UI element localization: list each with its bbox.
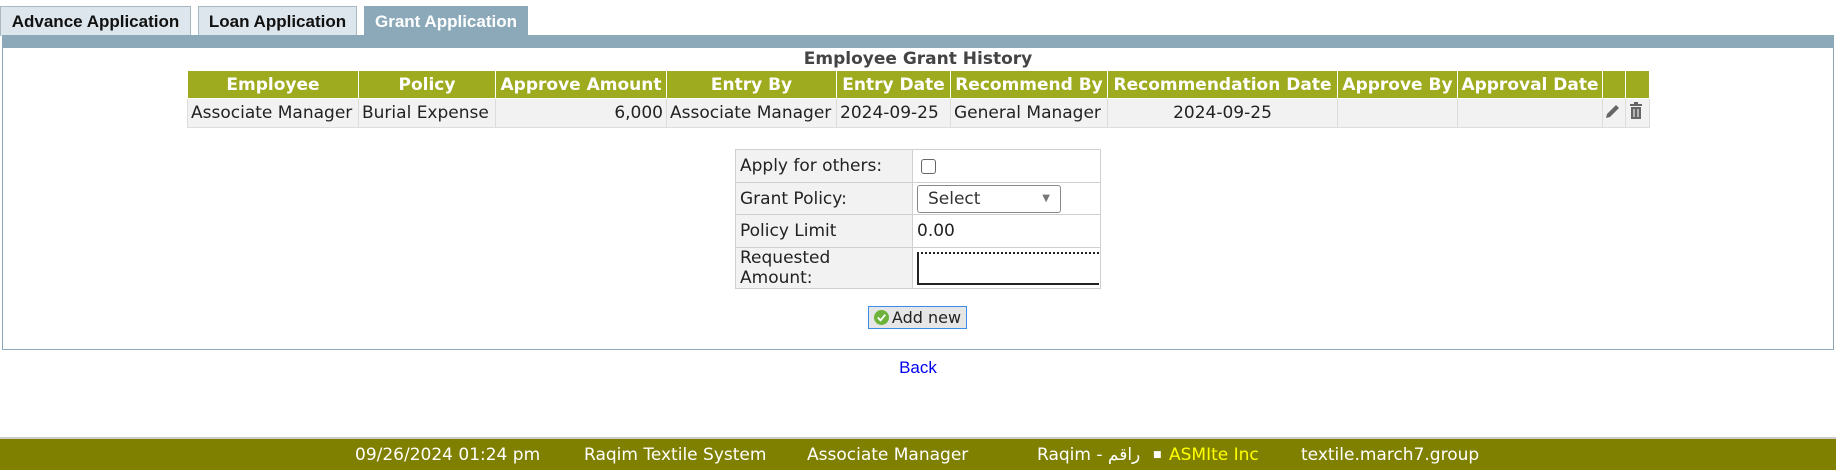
table-header: Employee Policy Approve Amount Entry By … bbox=[187, 70, 1650, 99]
footer-domain: textile.march7.group bbox=[1301, 445, 1480, 465]
cell-approve-amount: 6,000 bbox=[495, 98, 667, 128]
cell-approval-date bbox=[1457, 98, 1603, 128]
col-employee: Employee bbox=[187, 70, 359, 99]
footer: 09/26/2024 01:24 pm Raqim Textile System… bbox=[0, 437, 1836, 470]
tab-advance-application[interactable]: Advance Application bbox=[0, 6, 191, 36]
cell-entry-by: Associate Manager bbox=[666, 98, 837, 128]
add-new-button[interactable]: Add new bbox=[868, 306, 967, 329]
col-approve-by: Approve By bbox=[1337, 70, 1458, 99]
policy-limit-label: Policy Limit bbox=[735, 214, 913, 248]
grant-history-table: Employee Policy Approve Amount Entry By … bbox=[187, 70, 1650, 128]
col-edit bbox=[1602, 70, 1626, 99]
cell-employee: Associate Manager bbox=[187, 98, 359, 128]
footer-company-link[interactable]: ASMIte Inc bbox=[1169, 445, 1259, 465]
apply-others-checkbox[interactable] bbox=[921, 158, 936, 174]
col-recommendation-date: Recommendation Date bbox=[1107, 70, 1338, 99]
grant-form: Apply for others: Grant Policy: Select ▼ P… bbox=[735, 149, 1101, 289]
apply-others-label: Apply for others: bbox=[735, 149, 913, 183]
requested-amount-label: Requested Amount: bbox=[735, 247, 913, 289]
cell-entry-date: 2024-09-25 bbox=[836, 98, 951, 128]
col-policy: Policy bbox=[358, 70, 496, 99]
history-title: Employee Grant History bbox=[803, 49, 1033, 69]
cell-recommend-by: General Manager bbox=[950, 98, 1108, 128]
grant-policy-select[interactable]: Select ▼ bbox=[917, 184, 1061, 213]
col-approval-date: Approval Date bbox=[1457, 70, 1603, 99]
table-row: Associate Manager Burial Expense 6,000 A… bbox=[187, 98, 1650, 128]
trash-icon bbox=[1630, 101, 1642, 119]
tab-grant-application[interactable]: Grant Application bbox=[364, 6, 528, 36]
tab-panel bbox=[2, 35, 1834, 350]
back-link[interactable]: Back bbox=[899, 358, 937, 377]
col-entry-by: Entry By bbox=[666, 70, 837, 99]
cell-policy: Burial Expense bbox=[358, 98, 496, 128]
col-recommend-by: Recommend By bbox=[950, 70, 1108, 99]
check-circle-icon bbox=[873, 310, 889, 325]
col-delete bbox=[1625, 70, 1650, 99]
col-approve-amount: Approve Amount bbox=[495, 70, 667, 99]
grant-policy-value: Select bbox=[928, 188, 981, 209]
footer-datetime: 09/26/2024 01:24 pm bbox=[355, 445, 541, 465]
requested-amount-input[interactable] bbox=[917, 251, 1099, 285]
cell-approve-by bbox=[1337, 98, 1458, 128]
footer-user: Associate Manager bbox=[807, 445, 969, 465]
grant-policy-label: Grant Policy: bbox=[735, 182, 913, 215]
cell-recommendation-date: 2024-09-25 bbox=[1107, 98, 1338, 128]
policy-limit-value: 0.00 bbox=[912, 214, 1101, 248]
chevron-down-icon: ▼ bbox=[1042, 193, 1050, 204]
footer-system: Raqim Textile System bbox=[584, 445, 767, 465]
tab-loan-application[interactable]: Loan Application bbox=[198, 6, 357, 36]
delete-button[interactable] bbox=[1625, 98, 1650, 128]
pencil-icon bbox=[1606, 104, 1619, 118]
company-logo-icon: ■ bbox=[1153, 450, 1162, 460]
edit-button[interactable] bbox=[1602, 98, 1626, 128]
add-new-label: Add new bbox=[891, 308, 962, 327]
footer-brand: Raqim - راقم bbox=[1037, 445, 1141, 465]
col-entry-date: Entry Date bbox=[836, 70, 951, 99]
